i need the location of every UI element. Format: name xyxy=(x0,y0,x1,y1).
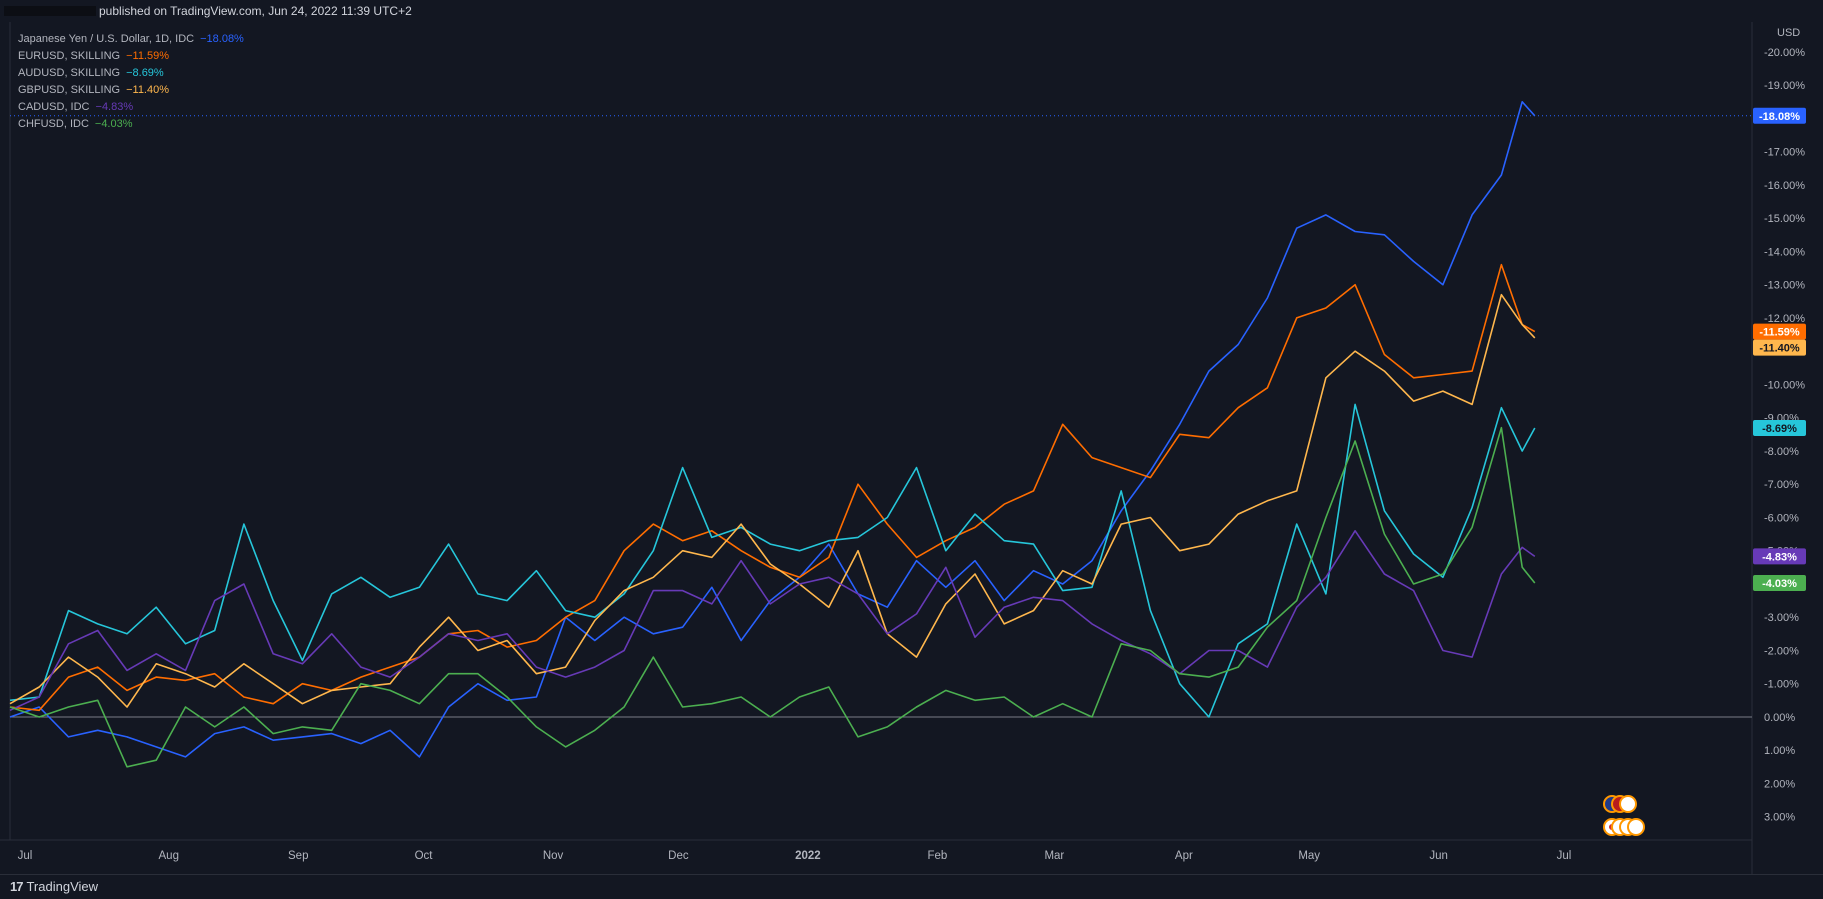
y-tick-label: -15.00% xyxy=(1764,213,1805,225)
price-tag-bg xyxy=(1753,323,1806,340)
legend-series-name: GBPUSD, SKILLING xyxy=(18,84,121,96)
legend: Japanese Yen / U.S. Dollar, 1D, IDC −18.0… xyxy=(18,31,244,133)
legend-series-value: −11.59% xyxy=(126,50,170,62)
x-tick-label: Sep xyxy=(288,850,308,862)
event-flag-icon[interactable] xyxy=(1619,795,1637,813)
legend-item[interactable]: EURUSD, SKILLING −11.59% xyxy=(18,48,244,65)
price-tag-label: -4.83% xyxy=(1762,551,1797,563)
redacted-username xyxy=(4,6,96,16)
legend-series-value: −11.40% xyxy=(126,84,170,96)
series-line-1 xyxy=(9,263,1536,712)
x-tick-label: Apr xyxy=(1175,850,1193,862)
y-tick-label: -20.00% xyxy=(1764,47,1805,59)
legend-item[interactable]: CHFUSD, IDC −4.03% xyxy=(18,116,244,133)
x-tick-label: 2022 xyxy=(795,850,821,862)
x-tick-label: Oct xyxy=(415,850,434,862)
legend-series-value: −4.83% xyxy=(95,101,134,113)
x-tick-label: Jul xyxy=(1557,850,1572,862)
y-tick-label: -8.00% xyxy=(1764,446,1799,458)
header: published on TradingView.com, Jun 24, 20… xyxy=(0,0,1823,22)
price-tag-bg xyxy=(1753,107,1806,124)
y-tick-label: -13.00% xyxy=(1764,280,1805,292)
event-flag-icon[interactable] xyxy=(1627,818,1645,836)
price-tag: -8.69% xyxy=(1753,420,1806,437)
price-tag-label: -8.69% xyxy=(1762,423,1797,435)
y-tick-label: -7.00% xyxy=(1764,479,1799,491)
x-tick-label: Mar xyxy=(1044,850,1064,862)
y-tick-label: -6.00% xyxy=(1764,512,1799,524)
price-tag: -11.59% xyxy=(1753,323,1806,340)
x-tick-label: Feb xyxy=(927,850,947,862)
price-tag: -4.83% xyxy=(1753,548,1806,565)
y-tick-label: -16.00% xyxy=(1764,180,1805,192)
price-tag: -4.03% xyxy=(1753,574,1806,591)
tradingview-brand: TradingView xyxy=(26,879,99,894)
footer: 17 TradingView xyxy=(0,874,1823,899)
published-text: published on TradingView.com, Jun 24, 20… xyxy=(99,4,412,18)
plot-background xyxy=(0,22,1823,874)
tradingview-logo[interactable]: 17 TradingView xyxy=(10,879,98,894)
x-tick-label: May xyxy=(1298,850,1320,862)
legend-series-name: AUDUSD, SKILLING xyxy=(18,67,121,79)
series-line-5 xyxy=(9,426,1536,768)
price-tag-label: -11.40% xyxy=(1759,343,1800,355)
legend-item[interactable]: Japanese Yen / U.S. Dollar, 1D, IDC −18.0… xyxy=(18,31,244,48)
x-tick-label: Aug xyxy=(159,850,179,862)
price-tag-bg xyxy=(1753,420,1806,437)
price-tag-bg xyxy=(1753,574,1806,591)
x-tick-label: Dec xyxy=(668,850,689,862)
y-tick-label: -12.00% xyxy=(1764,313,1805,325)
price-tag-label: -4.03% xyxy=(1762,578,1797,590)
price-tag: -11.40% xyxy=(1753,339,1806,356)
y-tick-label: -19.00% xyxy=(1764,80,1805,92)
series-line-0 xyxy=(9,101,1536,758)
y-tick-label: 2.00% xyxy=(1764,778,1795,790)
y-tick-label: -17.00% xyxy=(1764,147,1805,159)
legend-item[interactable]: CADUSD, IDC −4.83% xyxy=(18,99,244,116)
legend-series-name: EURUSD, SKILLING xyxy=(18,50,121,62)
price-tag: -18.08% xyxy=(1753,107,1806,124)
series-line-2 xyxy=(9,403,1536,718)
tradingview-mark-icon: 17 xyxy=(10,879,24,894)
legend-series-value: −8.69% xyxy=(126,67,164,79)
series-line-3 xyxy=(9,293,1536,708)
price-tag-label: -18.08% xyxy=(1759,111,1800,123)
legend-series-value: −18.08% xyxy=(200,33,244,45)
legend-item[interactable]: AUDUSD, SKILLING −8.69% xyxy=(18,65,244,82)
legend-item[interactable]: GBPUSD, SKILLING −11.40% xyxy=(18,82,244,99)
x-tick-label: Jun xyxy=(1429,850,1448,862)
legend-series-value: −4.03% xyxy=(94,118,133,130)
legend-series-name: CADUSD, IDC xyxy=(18,101,90,113)
series-line-4 xyxy=(9,529,1536,712)
y-tick-label: 0.00% xyxy=(1764,712,1795,724)
price-tag-label: -11.59% xyxy=(1759,327,1800,339)
y-tick-label: 3.00% xyxy=(1764,812,1795,824)
y-tick-label: -1.00% xyxy=(1764,679,1799,691)
price-tag-bg xyxy=(1753,548,1806,565)
legend-series-name: CHFUSD, IDC xyxy=(18,118,89,130)
legend-series-name: Japanese Yen / U.S. Dollar, 1D, IDC xyxy=(18,33,195,45)
price-tag-bg xyxy=(1753,339,1806,356)
x-tick-label: Nov xyxy=(543,850,564,862)
y-tick-label: -10.00% xyxy=(1764,379,1805,391)
y-tick-label: 1.00% xyxy=(1764,745,1795,757)
price-axis-unit: USD xyxy=(1777,27,1800,39)
y-tick-label: -3.00% xyxy=(1764,612,1799,624)
y-tick-label: -14.00% xyxy=(1764,246,1805,258)
y-tick-label: -2.00% xyxy=(1764,645,1799,657)
x-tick-label: Jul xyxy=(18,850,33,862)
